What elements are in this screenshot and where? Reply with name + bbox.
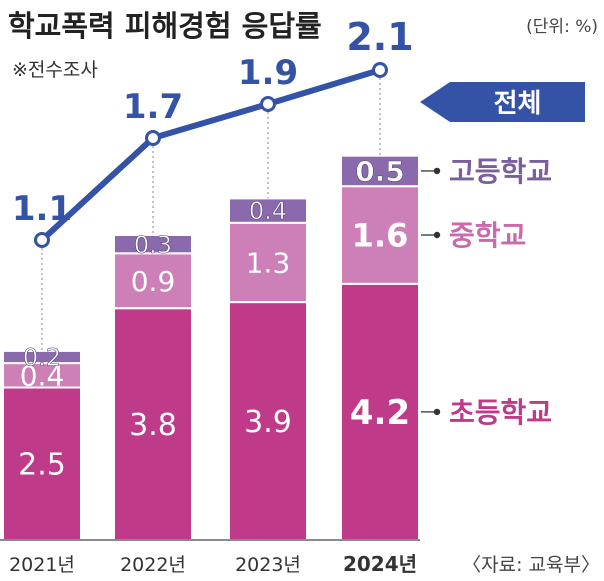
bars-layer: 2.50.40.23.80.90.33.91.30.44.21.60.5 <box>2 154 420 542</box>
total-point-2 <box>145 130 161 146</box>
data-label-high-3: 0.4 <box>249 197 287 225</box>
total-label-3: 1.9 <box>238 53 298 93</box>
total-point-3 <box>260 96 276 112</box>
bar-middle-3 <box>228 221 308 304</box>
x-tick-label-1: 2021년 <box>9 554 75 576</box>
total-label-4: 2.1 <box>346 15 413 59</box>
legend-total-label: 전체 <box>494 89 542 119</box>
bar-high-3 <box>228 197 308 224</box>
legend-dot-middle <box>433 231 441 239</box>
data-label-elementary-3: 3.9 <box>244 405 292 440</box>
bar-elementary-1 <box>2 386 82 541</box>
total-line <box>39 67 383 243</box>
bar-elementary-3 <box>228 301 308 541</box>
legend-total-tag <box>420 82 585 122</box>
total-point-4 <box>372 62 388 78</box>
bar-elementary-4 <box>340 282 420 541</box>
data-label-high-1: 0.2 <box>23 344 61 372</box>
x-tick-label-2: 2022년 <box>120 554 186 576</box>
bar-high-1 <box>2 349 82 365</box>
data-label-elementary-4: 4.2 <box>350 393 410 433</box>
total-point-1 <box>34 232 50 248</box>
legend-label-high: 고등학교 <box>449 155 552 188</box>
bar-high-4 <box>340 154 420 188</box>
chart-title: 학교폭력 피해경험 응답률 <box>8 9 322 43</box>
unit-note: (단위: %) <box>526 17 598 37</box>
data-label-elementary-2: 3.8 <box>129 408 177 443</box>
legend-label-middle: 중학교 <box>449 219 526 252</box>
data-label-middle-1: 0.4 <box>20 359 65 392</box>
data-label-middle-4: 1.6 <box>352 217 409 255</box>
data-label-middle-2: 0.9 <box>131 265 176 298</box>
data-label-high-2: 0.3 <box>134 231 172 259</box>
legend-dot-elementary <box>433 408 441 416</box>
total-line-layer: 1.1 1.7 1.9 2.1 <box>12 15 414 351</box>
total-label-2: 1.7 <box>123 87 183 127</box>
bar-elementary-2 <box>113 307 193 542</box>
x-axis: 2021년 2022년 2023년 2024년 〈자료: 교육부〉 <box>0 539 600 576</box>
source-note: 〈자료: 교육부〉 <box>462 554 600 576</box>
legend-label-elementary: 초등학교 <box>449 396 552 429</box>
data-label-elementary-1: 2.5 <box>18 448 66 483</box>
bar-high-2 <box>113 234 193 255</box>
data-label-middle-3: 1.3 <box>246 247 291 280</box>
total-label-1: 1.1 <box>12 189 72 229</box>
chart-subtitle: ※전수조사 <box>12 59 98 81</box>
data-label-high-4: 0.5 <box>355 155 405 188</box>
x-tick-label-4: 2024년 <box>343 552 417 576</box>
x-tick-label-3: 2023년 <box>235 554 301 576</box>
legend-dot-high <box>433 167 441 175</box>
